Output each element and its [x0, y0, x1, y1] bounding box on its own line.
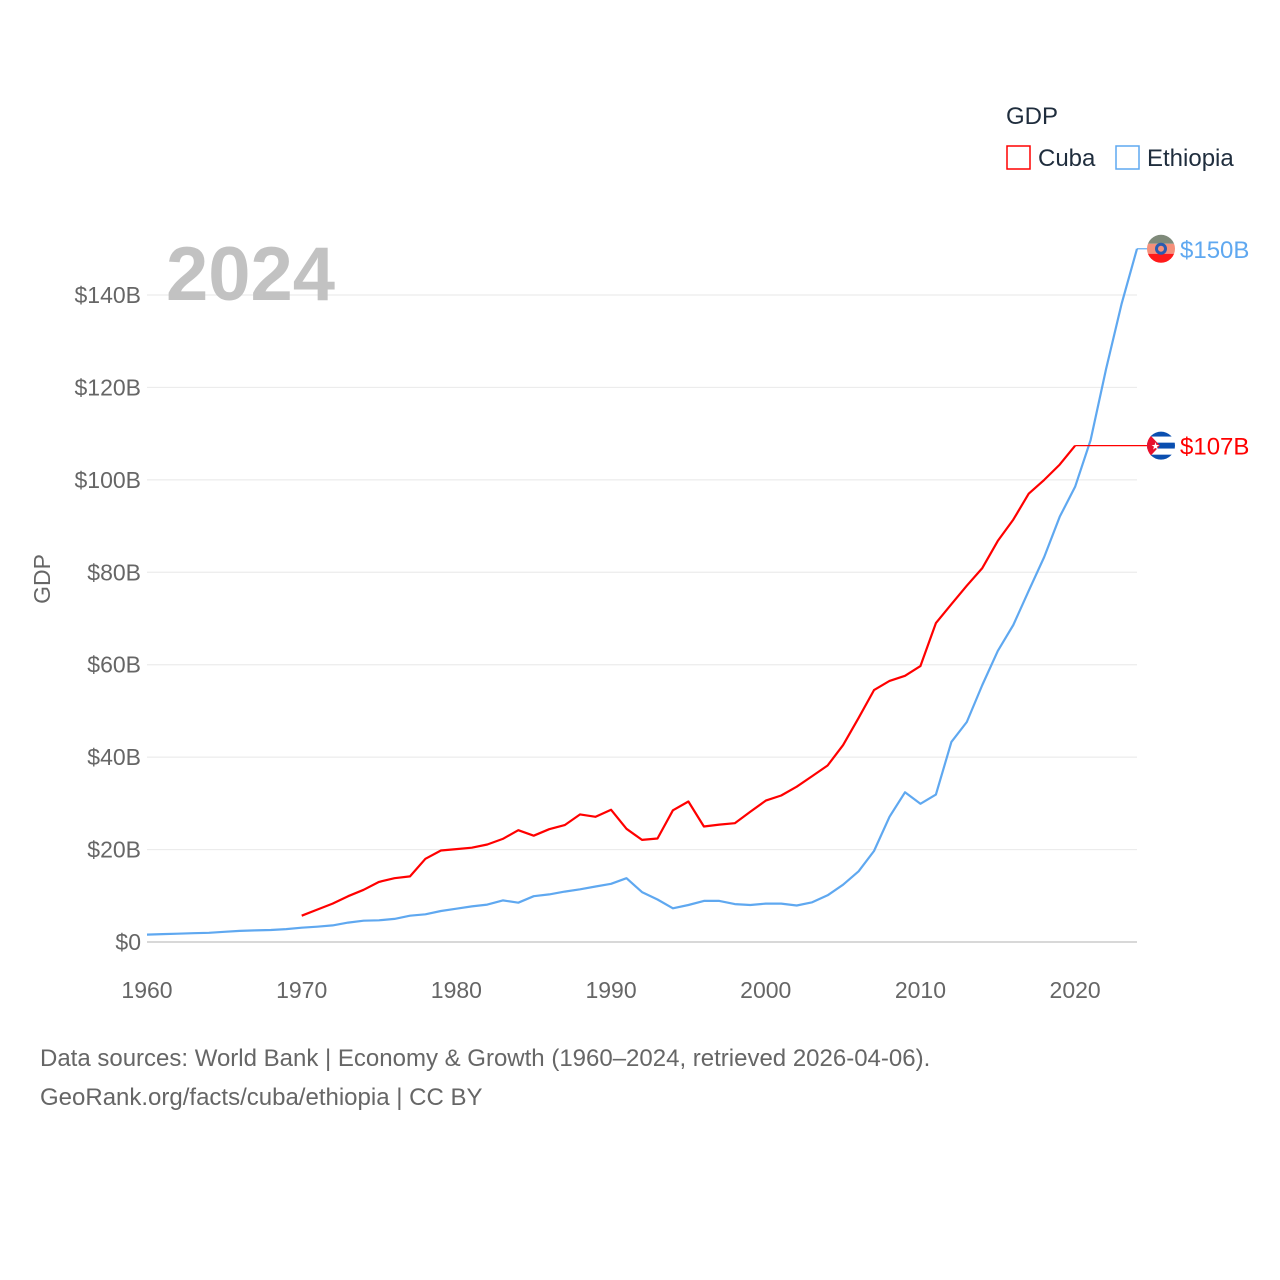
flag-emblem-star — [1158, 245, 1164, 252]
y-axis-label: GDP — [29, 554, 55, 604]
footer-sources: Data sources: World Bank | Economy & Gro… — [40, 1045, 931, 1072]
x-tick-label: 2000 — [740, 977, 791, 1003]
x-tick-label: 2020 — [1050, 977, 1101, 1003]
gridlines — [147, 294, 1137, 943]
x-axis-ticks: 1960 1970 1980 1990 2000 2010 2020 — [121, 977, 1100, 1003]
y-tick-label: $20B — [87, 837, 141, 863]
y-tick-label: $40B — [87, 744, 141, 770]
flag-stripe — [1147, 448, 1175, 455]
end-label-cuba: $107B — [1180, 434, 1249, 461]
flag-stripe — [1147, 253, 1175, 263]
flag-stripe — [1147, 454, 1175, 460]
y-tick-label: $140B — [74, 282, 141, 308]
y-tick-label: $120B — [74, 374, 141, 400]
series-line-cuba — [301, 445, 1076, 917]
x-tick-label: 1970 — [276, 977, 327, 1003]
y-tick-label: $100B — [74, 467, 141, 493]
y-tick-label: $80B — [87, 559, 141, 585]
flag-stripe — [1147, 431, 1175, 437]
flag-triangle — [1147, 431, 1160, 460]
x-tick-label: 1980 — [431, 977, 482, 1003]
ethiopia-flag — [1147, 234, 1175, 263]
legend-title: GDP — [1006, 103, 1058, 130]
legend-swatch-ethiopia — [1115, 145, 1140, 170]
legend-item-ethiopia[interactable]: Ethiopia — [1115, 145, 1234, 172]
legend-item-cuba[interactable]: Cuba — [1006, 145, 1096, 172]
flag-stripe — [1147, 442, 1175, 449]
flag-star: ★ — [1151, 442, 1160, 453]
flag-stripe — [1147, 234, 1175, 244]
flag-stripe — [1147, 436, 1175, 443]
cuba-flag-body: ★ — [1147, 431, 1175, 460]
footer-attribution: GeoRank.org/facts/cuba/ethiopia | CC BY — [40, 1084, 483, 1111]
legend-swatch-cuba — [1006, 145, 1031, 170]
y-tick-label: $0 — [115, 929, 141, 955]
x-tick-label: 1960 — [121, 977, 172, 1003]
y-tick-label: $60B — [87, 652, 141, 678]
year-watermark: 2024 — [166, 232, 335, 317]
series-lines — [146, 248, 1139, 936]
y-axis-ticks: $0 $20B $40B $60B $80B $100B $120B $140B — [74, 282, 141, 955]
end-label-ethiopia: $150B — [1180, 237, 1249, 264]
x-tick-label: 2010 — [895, 977, 946, 1003]
ethiopia-flag-body — [1147, 234, 1175, 263]
legend: GDP Cuba Ethiopia — [1006, 103, 1234, 172]
series-line-ethiopia — [146, 248, 1139, 936]
x-tick-label: 1990 — [585, 977, 636, 1003]
cuba-flag: ★ — [1147, 431, 1175, 460]
legend-label-ethiopia: Ethiopia — [1147, 145, 1234, 172]
legend-label-cuba: Cuba — [1038, 145, 1096, 172]
end-labels: ★ $107B $150B — [1075, 234, 1249, 461]
